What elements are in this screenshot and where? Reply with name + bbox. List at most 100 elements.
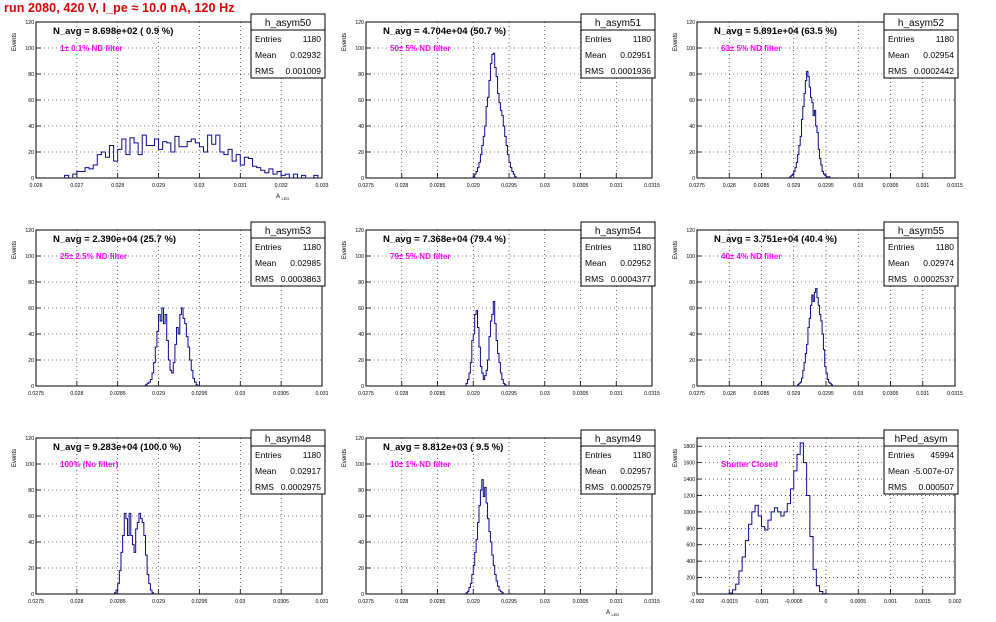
x-tick-label: 0.031	[316, 599, 329, 605]
stats-row-value: 1180	[936, 242, 955, 252]
filter-label: Shutter Closed	[721, 460, 778, 469]
stats-row-label: RMS	[255, 66, 274, 76]
stats-title: h_asym55	[898, 226, 945, 237]
x-tick-label: 0.029	[467, 391, 480, 397]
x-tick-label: 0.0275	[358, 183, 374, 189]
stats-title: h_asym48	[265, 434, 312, 445]
x-tick-label: -0.0015	[720, 599, 738, 605]
x-tick-label: 0.031	[916, 391, 929, 397]
x-tick-label: 0.03	[235, 599, 245, 605]
x-tick-label: 0.031	[234, 183, 247, 189]
y-tick-label: 60	[28, 306, 34, 312]
stats-row-label: Entries	[888, 450, 914, 460]
x-tick-label: 0.028	[111, 183, 124, 189]
x-tick-label: 0.029	[152, 599, 165, 605]
x-axis-label-sub: LED	[282, 196, 290, 201]
histogram-series	[789, 70, 831, 178]
y-tick-label: 100	[686, 46, 695, 52]
x-tick-label: 0	[825, 599, 828, 605]
stats-row-label: Entries	[888, 34, 914, 44]
histogram-panel-h_asym53: 0 20 40 60 80 100 120 0.0275 0.028 0.0285 0.029 0.0…	[12, 221, 329, 397]
stats-row-label: Entries	[585, 242, 611, 252]
x-tick-label: 0.0305	[573, 183, 589, 189]
stats-row-value: 0.02954	[923, 50, 954, 60]
x-tick-label: 0.0305	[883, 391, 899, 397]
y-tick-label: 0	[361, 176, 364, 182]
x-tick-label: 0.03	[853, 391, 863, 397]
stats-title: h_asym52	[898, 18, 945, 29]
filter-label: 1± 0.1% ND filter	[60, 44, 123, 53]
x-tick-label: 0.0285	[430, 183, 446, 189]
x-tick-label: 0.027	[70, 183, 83, 189]
stats-row-value: 0.0002442	[914, 66, 954, 76]
x-tick-label: 0.031	[610, 391, 623, 397]
filter-label: 63± 5% ND filter	[721, 44, 781, 53]
y-tick-label: 80	[689, 280, 695, 286]
stats-box: h_asym48 Entries 1180 Mean 0.02917 RMS 0.00029…	[250, 429, 326, 495]
y-tick-label: 120	[25, 436, 34, 442]
stats-row-label: RMS	[585, 482, 604, 492]
histogram-panel-h_asym52: 0 20 40 60 80 100 120 0.0275 0.028 0.0285 0.029 0.0…	[673, 13, 963, 189]
y-tick-label: 120	[25, 20, 34, 26]
x-tick-label: 0.0305	[573, 599, 589, 605]
x-tick-label: 0.0285	[110, 391, 126, 397]
stats-row-label: Mean	[888, 50, 910, 60]
y-axis-label: Events	[12, 449, 18, 467]
stats-box: h_asym53 Entries 1180 Mean 0.02985 RMS 0.00038…	[250, 221, 326, 287]
y-tick-label: 20	[689, 150, 695, 156]
n-avg-annotation: N_avg = 8.812e+03 ( 9.5 %)	[383, 442, 503, 453]
stats-row-value: 0.0002537	[914, 274, 954, 284]
x-tick-label: 0.0295	[501, 599, 517, 605]
y-axis-label: Events	[342, 449, 348, 467]
stats-row-value: 1180	[633, 450, 652, 460]
x-tick-label: 0.0015	[915, 599, 931, 605]
run-title: run 2080, 420 V, I_pe ≈ 10.0 nA, 120 Hz	[4, 1, 235, 15]
x-tick-label: -0.0005	[785, 599, 803, 605]
y-tick-label: 20	[358, 358, 364, 364]
y-tick-label: 100	[355, 46, 364, 52]
y-tick-label: 40	[28, 124, 34, 130]
y-tick-label: 40	[358, 124, 364, 130]
histogram-panel-h_asym49: 0 20 40 60 80 100 120 0.0275 0.028 0.0285 0.029 0.0…	[342, 429, 660, 617]
x-tick-label: 0.0315	[947, 183, 963, 189]
stats-row-label: Mean	[585, 258, 607, 268]
y-tick-label: 60	[358, 514, 364, 520]
stats-box: h_asym49 Entries 1180 Mean 0.02957 RMS 0.00025…	[580, 429, 656, 495]
stats-row-label: Entries	[255, 450, 281, 460]
y-tick-label: 400	[686, 559, 695, 565]
histogram-series	[465, 301, 507, 386]
x-tick-label: 0.028	[395, 599, 408, 605]
y-tick-label: 80	[28, 72, 34, 78]
x-tick-label: 0.031	[916, 183, 929, 189]
stats-box: h_asym51 Entries 1180 Mean 0.02951 RMS 0.00019…	[580, 13, 656, 79]
x-tick-label: 0.0285	[430, 391, 446, 397]
x-tick-label: 0.002	[949, 599, 962, 605]
stats-row-value: 0.000507	[919, 482, 955, 492]
y-tick-label: 600	[686, 543, 695, 549]
x-tick-label: 0.0275	[28, 599, 44, 605]
x-tick-label: 0.028	[70, 599, 83, 605]
stats-row-value: 0.02932	[290, 50, 321, 60]
stats-row-label: Entries	[255, 242, 281, 252]
histogram-series	[64, 134, 319, 178]
x-tick-label: 0.0305	[573, 391, 589, 397]
x-tick-label: 0.0275	[689, 183, 705, 189]
x-tick-label: 0.0285	[430, 599, 446, 605]
x-tick-label: 0.001	[884, 599, 897, 605]
y-tick-label: 60	[28, 98, 34, 104]
histogram-series	[113, 512, 155, 594]
x-tick-label: 0.03	[853, 183, 863, 189]
y-tick-label: 0	[361, 384, 364, 390]
x-tick-label: 0.033	[316, 183, 329, 189]
histogram-series	[472, 52, 517, 178]
y-tick-label: 1800	[683, 444, 695, 450]
x-tick-label: 0.028	[395, 391, 408, 397]
y-tick-label: 100	[25, 46, 34, 52]
x-tick-label: 0.0295	[501, 183, 517, 189]
x-tick-label: 0.028	[723, 391, 736, 397]
stats-row-value: 1180	[633, 34, 652, 44]
stats-row-label: RMS	[888, 66, 907, 76]
x-tick-label: 0.032	[275, 183, 288, 189]
y-tick-label: 1200	[683, 493, 695, 499]
